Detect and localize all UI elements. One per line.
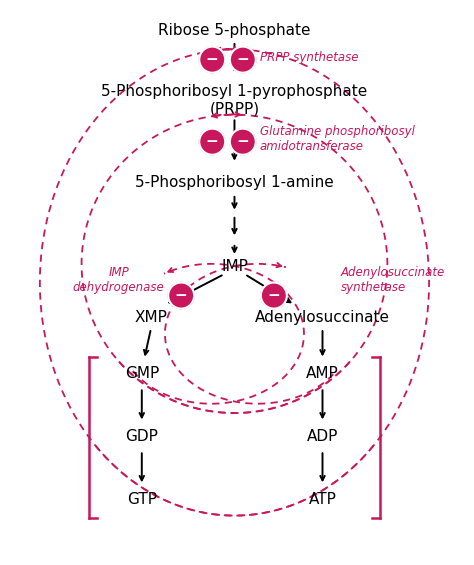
- Text: GDP: GDP: [125, 429, 158, 444]
- Text: −: −: [206, 52, 219, 67]
- Circle shape: [261, 282, 287, 308]
- Circle shape: [168, 282, 194, 308]
- Text: ADP: ADP: [307, 429, 338, 444]
- Text: −: −: [206, 134, 219, 149]
- Circle shape: [230, 129, 256, 155]
- Circle shape: [199, 46, 225, 73]
- Text: Adenylosuccinate
synthetase: Adenylosuccinate synthetase: [341, 266, 445, 294]
- Text: −: −: [267, 288, 280, 303]
- Text: Ribose 5-phosphate: Ribose 5-phosphate: [158, 23, 311, 38]
- Text: PRPP synthetase: PRPP synthetase: [260, 51, 358, 64]
- Text: IMP: IMP: [221, 259, 248, 273]
- Text: GTP: GTP: [127, 492, 157, 507]
- Text: −: −: [237, 52, 249, 67]
- Text: XMP: XMP: [135, 310, 167, 325]
- Circle shape: [199, 129, 225, 155]
- Text: −: −: [175, 288, 188, 303]
- Text: IMP
dehydrogenase: IMP dehydrogenase: [73, 266, 164, 294]
- Text: GMP: GMP: [125, 366, 159, 381]
- Text: Adenylosuccinate: Adenylosuccinate: [255, 310, 390, 325]
- Text: Glutamine phosphoribosyl
amidotransferase: Glutamine phosphoribosyl amidotransferas…: [260, 125, 415, 153]
- Text: 5-Phosphoribosyl 1-pyrophosphate
(PRPP): 5-Phosphoribosyl 1-pyrophosphate (PRPP): [101, 85, 368, 117]
- Text: −: −: [237, 134, 249, 149]
- Circle shape: [230, 46, 256, 73]
- Text: ATP: ATP: [309, 492, 337, 507]
- Text: 5-Phosphoribosyl 1-amine: 5-Phosphoribosyl 1-amine: [135, 175, 334, 190]
- Text: AMP: AMP: [306, 366, 339, 381]
